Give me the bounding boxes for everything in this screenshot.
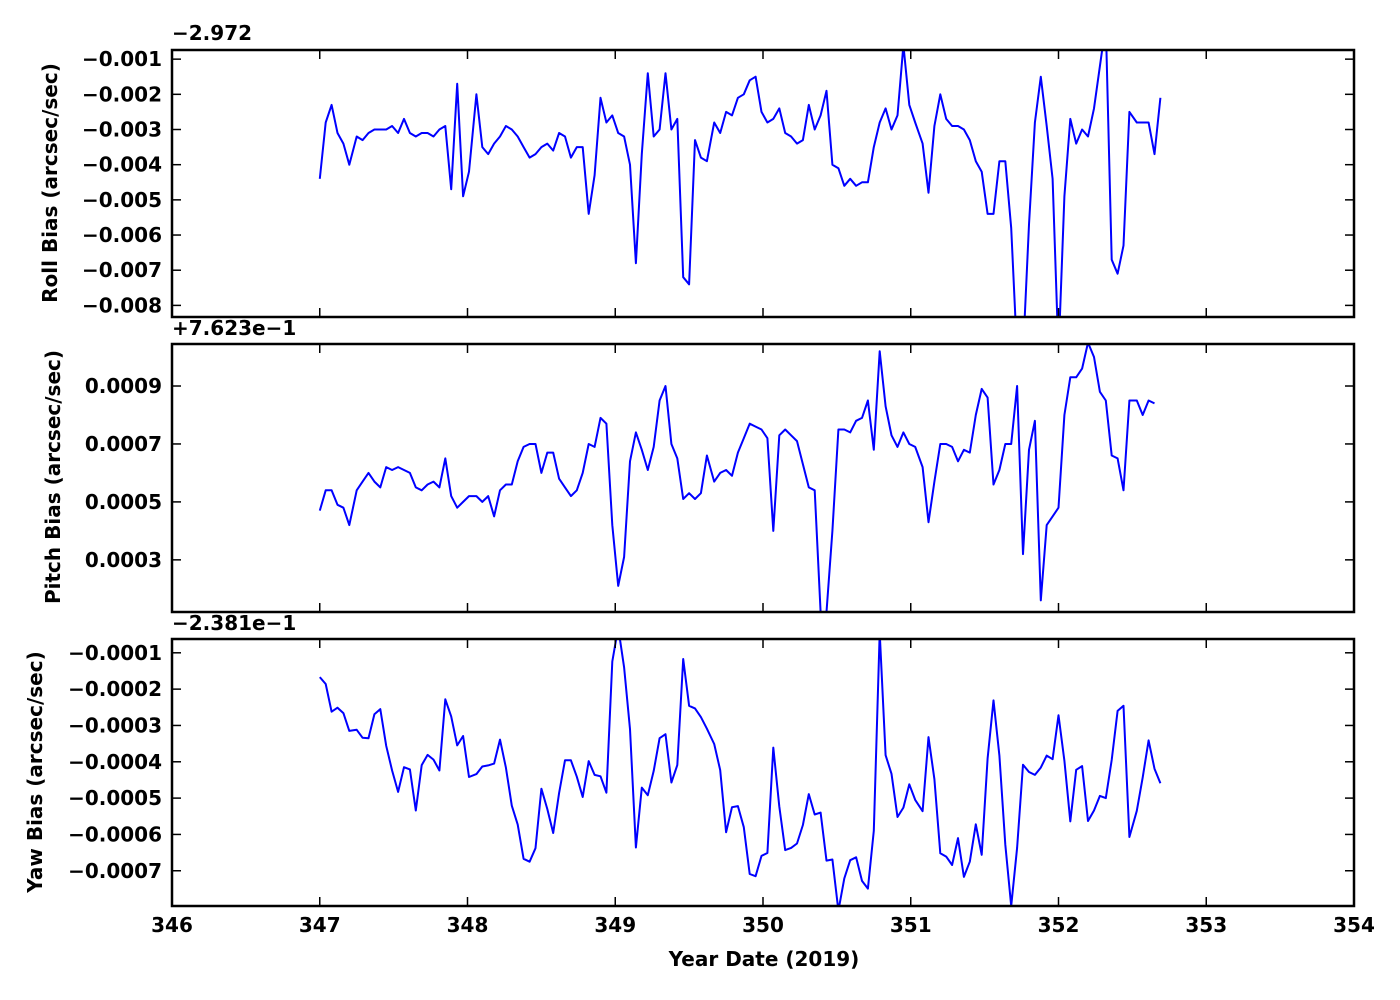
roll-plot-frame xyxy=(170,48,1356,319)
roll-ytick-label: −0.001 xyxy=(82,47,162,71)
yaw-ytick-label: −0.0001 xyxy=(68,641,162,665)
roll-panel: −2.972 Roll Bias (arcsec/sec) −0.001 −0.0… xyxy=(38,21,1356,319)
xtick-label: 353 xyxy=(1185,913,1227,937)
yaw-ytick-label: −0.0007 xyxy=(68,859,162,883)
x-axis-ticks: 346 347 348 349 350 351 352 353 354 xyxy=(151,913,1375,937)
xtick-label: 349 xyxy=(594,913,636,937)
roll-ytick-label: −0.007 xyxy=(82,258,162,282)
yaw-ytick-label: −0.0002 xyxy=(68,677,162,701)
roll-ytick-label: −0.002 xyxy=(82,82,162,106)
xtick-label: 347 xyxy=(299,913,341,937)
pitch-ytick-label: 0.0009 xyxy=(85,374,162,398)
roll-ytick-label: −0.004 xyxy=(82,153,162,177)
yaw-offset-label: −2.381e−1 xyxy=(172,611,296,635)
roll-offset-label: −2.972 xyxy=(172,21,252,45)
roll-ytick-label: −0.006 xyxy=(82,223,162,247)
pitch-ylabel: Pitch Bias (arcsec/sec) xyxy=(41,350,65,604)
yaw-series-line xyxy=(319,639,1162,906)
pitch-series-line xyxy=(318,344,1155,612)
pitch-plot-frame xyxy=(170,342,1356,614)
pitch-ytick-label: 0.0003 xyxy=(85,548,162,572)
pitch-panel: +7.623e−1 Pitch Bias (arcsec/sec) 0.0003… xyxy=(41,316,1356,614)
xtick-label: 354 xyxy=(1333,913,1375,937)
pitch-ytick-label: 0.0005 xyxy=(85,490,162,514)
roll-series-line xyxy=(318,50,1162,317)
xtick-label: 346 xyxy=(151,913,193,937)
x-axis-label: Year Date (2019) xyxy=(668,947,860,971)
roll-ytick-label: −0.003 xyxy=(82,118,162,142)
yaw-ytick-label: −0.0004 xyxy=(68,750,162,774)
roll-ytick-label: −0.005 xyxy=(82,188,162,212)
pitch-offset-label: +7.623e−1 xyxy=(172,316,296,340)
xtick-label: 350 xyxy=(742,913,784,937)
yaw-ytick-label: −0.0003 xyxy=(68,713,162,737)
xtick-label: 352 xyxy=(1038,913,1080,937)
yaw-plot-frame xyxy=(170,637,1356,908)
yaw-ytick-label: −0.0005 xyxy=(68,786,162,810)
yaw-ylabel: Yaw Bias (arcsec/sec) xyxy=(23,651,47,894)
yaw-panel: −2.381e−1 Yaw Bias (arcsec/sec) −0.0001 −… xyxy=(23,611,1356,908)
roll-ylabel: Roll Bias (arcsec/sec) xyxy=(38,63,62,303)
yaw-ytick-label: −0.0006 xyxy=(68,822,162,846)
xtick-label: 351 xyxy=(890,913,932,937)
pitch-ytick-label: 0.0007 xyxy=(85,432,162,456)
xtick-label: 348 xyxy=(447,913,489,937)
roll-ytick-label: −0.008 xyxy=(82,293,162,317)
